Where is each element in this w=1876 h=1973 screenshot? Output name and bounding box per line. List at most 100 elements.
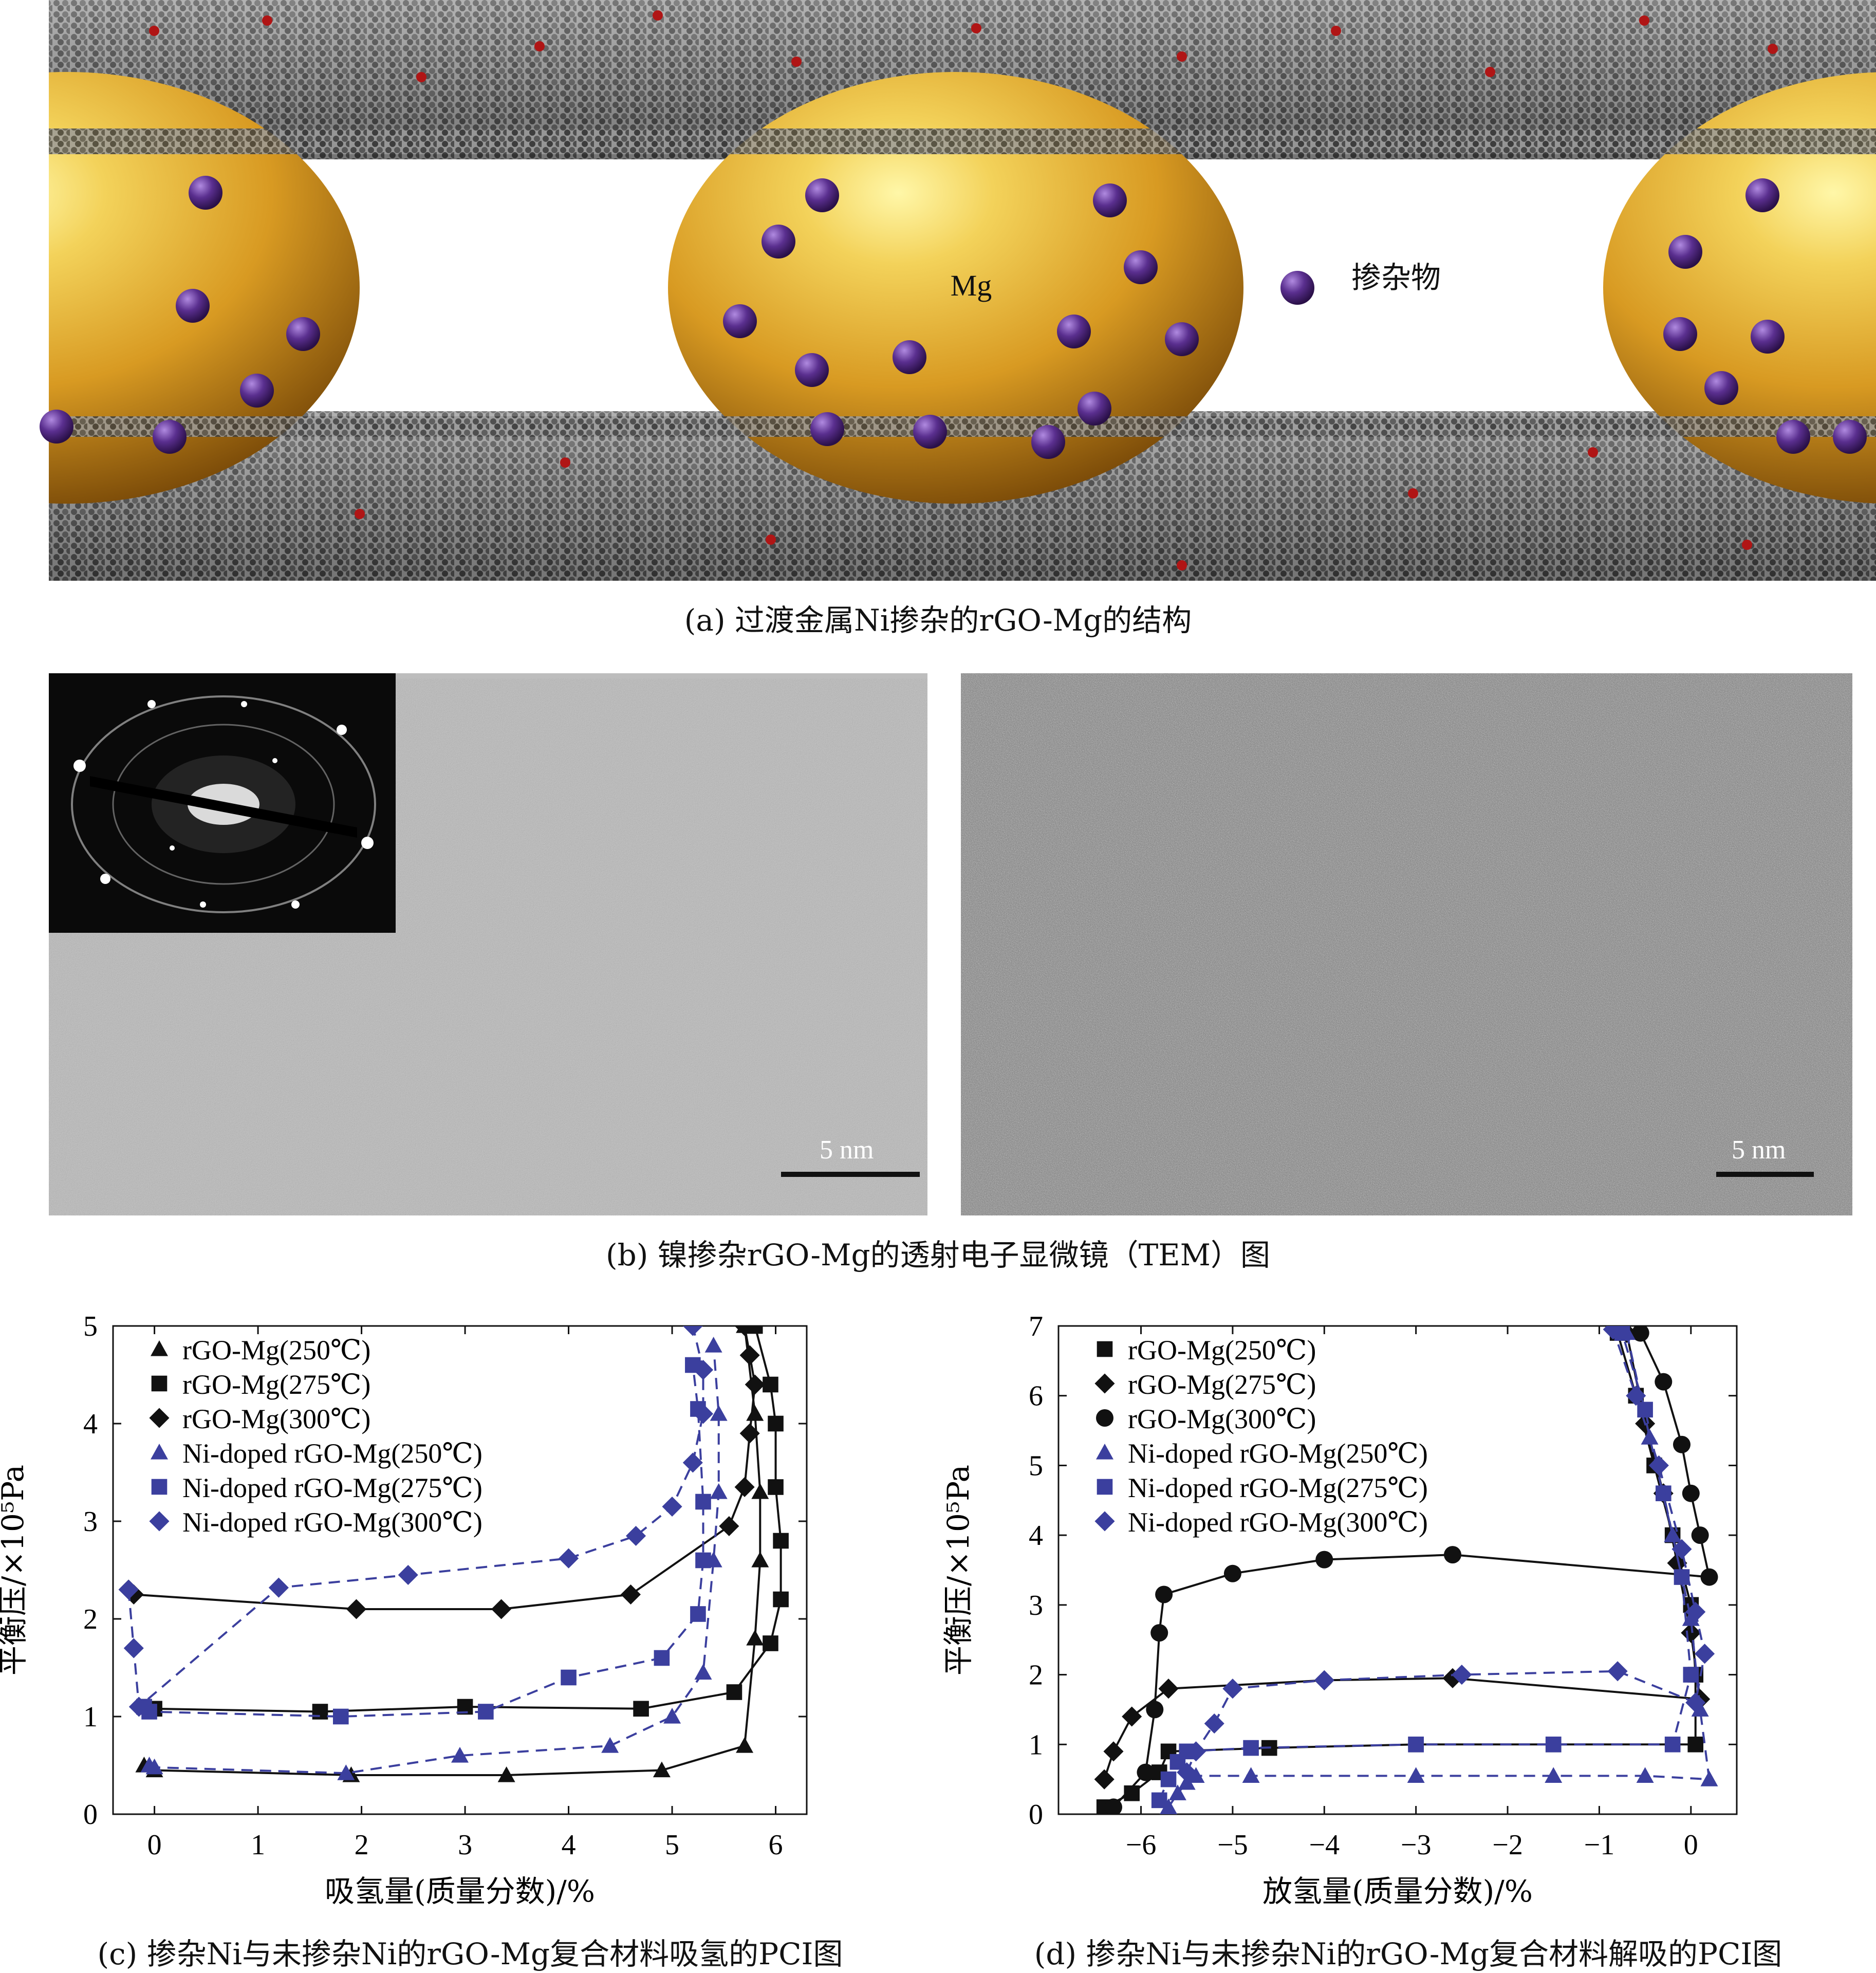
data-point <box>734 1326 755 1336</box>
scale-bar-left <box>781 1172 920 1177</box>
caption-c: (c) 掺杂Ni与未掺杂Ni的rGO-Mg复合材料吸氢的PCI图 <box>97 1937 843 1971</box>
legend-marker <box>1096 1444 1113 1460</box>
data-point <box>1094 1769 1115 1790</box>
legend-label: rGO-Mg(275℃) <box>182 1369 370 1400</box>
tem-image-right: 5 nm <box>961 673 1852 1215</box>
x-tick-label: −6 <box>1126 1829 1157 1861</box>
data-point <box>682 1326 703 1336</box>
data-point <box>693 1359 714 1380</box>
data-point <box>1160 1771 1177 1787</box>
legend-marker <box>151 1375 168 1392</box>
data-point <box>1691 1701 1709 1717</box>
data-point <box>662 1496 682 1517</box>
series-4 <box>140 1337 728 1780</box>
series-line <box>148 1345 720 1775</box>
y-axis-label: 平衡压/×10⁵Pa <box>941 1465 976 1675</box>
data-point <box>773 1591 789 1608</box>
x-tick-label: 2 <box>355 1829 369 1861</box>
data-point <box>1603 1326 1623 1340</box>
data-point <box>704 1337 722 1353</box>
y-tick-label: 5 <box>83 1311 98 1342</box>
data-point <box>625 1525 646 1546</box>
data-point <box>695 1493 711 1510</box>
data-point <box>1122 1706 1142 1727</box>
x-tick-label: 0 <box>1684 1829 1698 1861</box>
data-point <box>312 1704 328 1720</box>
data-point <box>145 1758 163 1775</box>
data-point <box>739 1423 760 1444</box>
legend: rGO-Mg(250℃)rGO-Mg(275℃) rGO-Mg(300℃) Ni-d… <box>149 1335 482 1538</box>
y-tick-label: 1 <box>83 1701 98 1733</box>
legend-label: rGO-Mg(275℃) <box>1128 1369 1316 1400</box>
data-point <box>1673 1435 1691 1453</box>
data-point <box>1683 1667 1699 1683</box>
data-point <box>768 1479 784 1495</box>
data-point <box>693 1404 714 1424</box>
x-tick-label: −4 <box>1309 1829 1340 1861</box>
data-point <box>491 1599 512 1619</box>
y-tick-label: 4 <box>1029 1520 1043 1552</box>
data-point <box>346 1599 367 1619</box>
y-tick-label: 0 <box>83 1799 98 1831</box>
data-point <box>601 1737 619 1753</box>
data-point <box>128 1697 149 1717</box>
data-point <box>1607 1661 1628 1682</box>
y-tick-label: 7 <box>1029 1311 1043 1342</box>
data-point <box>1664 1736 1681 1753</box>
data-point <box>1315 1551 1333 1569</box>
series-line <box>1167 1333 1711 1808</box>
dopant-label: 掺杂物 <box>1351 260 1441 295</box>
y-tick-label: 3 <box>1029 1590 1043 1621</box>
data-point <box>1242 1767 1260 1783</box>
legend-marker <box>149 1511 170 1532</box>
legend-label: Ni-doped rGO-Mg(300℃) <box>182 1507 482 1538</box>
legend-marker <box>151 1340 168 1356</box>
data-point <box>1243 1740 1259 1756</box>
data-point <box>710 1483 728 1499</box>
legend-marker <box>1094 1511 1115 1532</box>
data-point <box>268 1577 289 1598</box>
series-line <box>1158 1332 1692 1801</box>
series-5 <box>136 1357 711 1725</box>
data-point <box>763 1635 778 1651</box>
panel-a-illustration: Mg 掺杂物 <box>0 0 1876 581</box>
y-tick-label: 0 <box>1029 1799 1043 1831</box>
data-point <box>694 1664 712 1680</box>
data-point <box>1648 1455 1669 1476</box>
data-point <box>719 1516 739 1537</box>
data-point <box>1146 1701 1164 1719</box>
legend-marker <box>1094 1373 1115 1394</box>
dopant-legend-marker <box>1280 271 1314 305</box>
x-tick-label: 3 <box>458 1829 472 1861</box>
data-point <box>1687 1736 1704 1753</box>
data-point <box>561 1669 577 1686</box>
data-point <box>123 1638 144 1658</box>
data-point <box>751 1552 769 1568</box>
data-point <box>736 1737 754 1753</box>
legend-marker <box>1096 1409 1113 1427</box>
data-point <box>118 1579 139 1600</box>
data-point <box>497 1766 515 1782</box>
data-point <box>1444 1546 1462 1564</box>
y-tick-label: 1 <box>1029 1729 1043 1761</box>
data-point <box>739 1345 760 1366</box>
data-point <box>1137 1763 1155 1781</box>
legend-label: rGO-Mg(250℃) <box>1128 1335 1316 1366</box>
chart-c-absorption-pci: 0 1 2 3 4 5 6 0 1 2 3 4 5 吸氢量(质量分数)/% 平衡压/×10⁵Pa rGO-Mg… <box>0 1311 808 1909</box>
data-point <box>1631 1326 1649 1342</box>
data-point <box>1222 1679 1243 1699</box>
caption-a: (a) 过渡金属Ni掺杂的rGO-Mg的结构 <box>684 603 1192 638</box>
data-point <box>734 1477 755 1498</box>
data-point <box>1105 1798 1123 1814</box>
legend-marker <box>149 1408 170 1428</box>
mg-sphere-right <box>1603 72 1876 504</box>
scale-label-right: 5 nm <box>1732 1135 1786 1165</box>
data-point <box>751 1483 769 1499</box>
data-point <box>1160 1798 1178 1814</box>
chart-d-desorption-pci: −6 −5 −4 −3 −2 −1 0 0 1 2 3 4 5 6 7 放氢量(质量分数)/% 平衡压/×10⁵… <box>941 1311 1738 1909</box>
data-point <box>337 1764 355 1780</box>
data-point <box>1545 1767 1563 1783</box>
data-point <box>1204 1713 1224 1734</box>
data-point <box>451 1747 469 1763</box>
series-3 <box>1105 1326 1718 1814</box>
